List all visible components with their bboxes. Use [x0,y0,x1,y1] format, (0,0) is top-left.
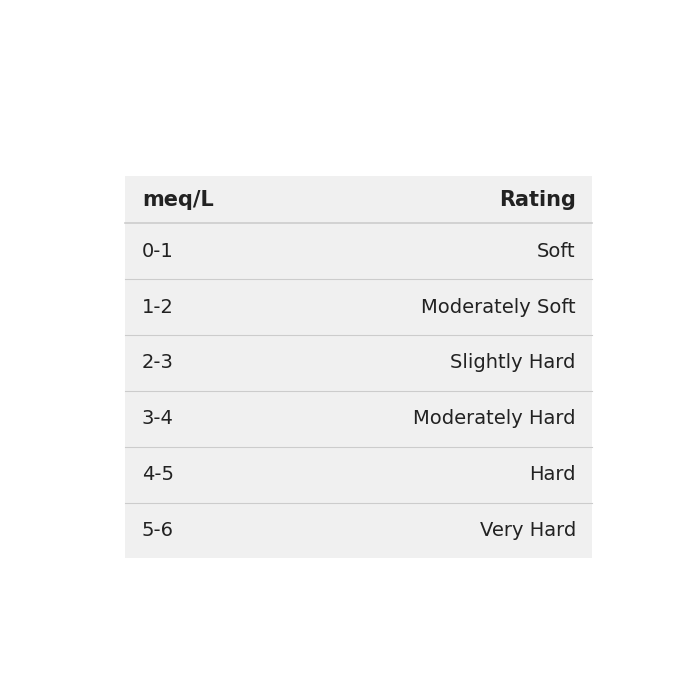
Text: Rating: Rating [499,190,575,209]
Text: 0-1: 0-1 [141,242,174,261]
Text: Slightly Hard: Slightly Hard [450,354,575,372]
FancyBboxPatch shape [125,176,592,559]
Text: Moderately Hard: Moderately Hard [413,410,575,428]
Text: Moderately Soft: Moderately Soft [421,298,575,316]
Text: Soft: Soft [537,242,575,261]
Text: 3-4: 3-4 [141,410,174,428]
Text: Very Hard: Very Hard [480,521,575,540]
Text: 4-5: 4-5 [141,465,174,484]
Text: 1-2: 1-2 [141,298,174,316]
Text: meq/L: meq/L [141,190,214,209]
Text: Hard: Hard [529,465,575,484]
Text: 5-6: 5-6 [141,521,174,540]
Text: 2-3: 2-3 [141,354,174,372]
